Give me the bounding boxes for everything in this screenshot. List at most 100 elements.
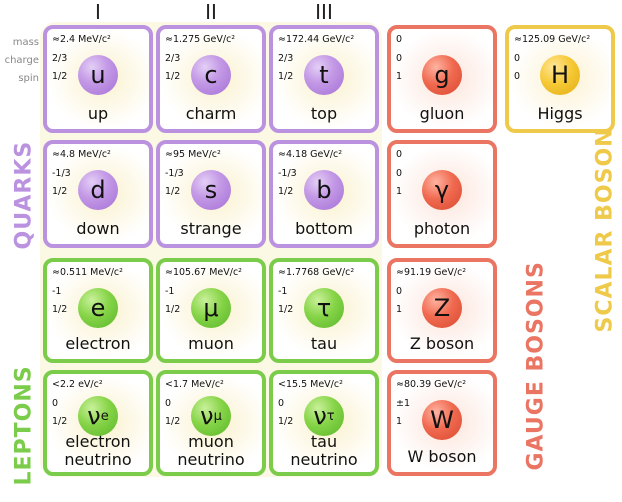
particle-symbol: μ	[191, 288, 231, 328]
charge-value: 0	[165, 398, 172, 409]
spin-value: 1/2	[52, 416, 68, 427]
quarks-label: QUARKS	[11, 140, 37, 250]
gauge-bosons-label: GAUGE BOSONS	[523, 261, 549, 471]
mass-value: <1.7 MeV/c²	[165, 379, 224, 390]
particle-name: down	[76, 219, 120, 238]
spin-value: 1/2	[52, 186, 68, 197]
particle-name: strange	[180, 219, 242, 238]
charge-value: -1/3	[278, 168, 297, 179]
particle-name: top	[310, 104, 338, 123]
charge-value: -1/3	[165, 168, 184, 179]
charge-value: 0	[396, 53, 403, 64]
particle-symbol: g	[422, 55, 462, 95]
charge-value: 0	[396, 286, 403, 297]
mass-row-label: mass	[12, 37, 39, 48]
spin-value: 1	[396, 304, 403, 315]
mass-value: ≈125.09 GeV/c²	[514, 34, 591, 45]
mass-value: ≈0.511 MeV/c²	[52, 267, 123, 278]
particle-card-electron[interactable]: ≈0.511 MeV/c² -1 1/2 e electron	[43, 258, 153, 363]
particle-name: electron	[65, 334, 131, 353]
charge-value: 0	[278, 398, 285, 409]
mass-value: <2.2 eV/c²	[52, 379, 103, 390]
mass-value: ≈80.39 GeV/c²	[396, 379, 467, 390]
charge-value: 2/3	[52, 53, 68, 64]
particle-name: W boson	[407, 447, 477, 466]
particle-symbol: c	[191, 55, 231, 95]
particle-name: tau	[310, 334, 338, 353]
particle-name: Higgs	[537, 104, 583, 123]
particle-card-charm[interactable]: ≈1.275 GeV/c² 2/3 1/2 c charm	[156, 25, 266, 133]
particle-symbol: e	[78, 288, 118, 328]
particle-card-tau[interactable]: ≈1.7768 GeV/c² -1 1/2 τ tau	[269, 258, 379, 363]
charge-value: 0	[52, 398, 59, 409]
particle-card-z-boson[interactable]: ≈91.19 GeV/c² 0 1 Z Z boson	[387, 258, 497, 363]
particle-name: gluon	[419, 104, 465, 123]
spin-value: 1	[396, 186, 403, 197]
particle-card-photon[interactable]: 0 0 1 γ photon	[387, 140, 497, 248]
spin-value: 1/2	[52, 71, 68, 82]
mass-value: ≈91.19 GeV/c²	[396, 267, 467, 278]
spin-value: 1/2	[278, 71, 294, 82]
spin-value: 1/2	[52, 304, 68, 315]
mass-value: 0	[396, 149, 403, 160]
generation-2-header: II	[205, 0, 217, 24]
particle-symbol: W	[422, 400, 462, 440]
spin-value: 1/2	[278, 304, 294, 315]
spin-value: 1	[396, 71, 403, 82]
particle-name: Z boson	[409, 334, 475, 353]
particle-card-higgs[interactable]: ≈125.09 GeV/c² 0 0 H Higgs	[505, 25, 615, 133]
mass-value: <15.5 MeV/c²	[278, 379, 343, 390]
particle-symbol: s	[191, 170, 231, 210]
particle-card-top[interactable]: ≈172.44 GeV/c² 2/3 1/2 t top	[269, 25, 379, 133]
mass-value: ≈1.7768 GeV/c²	[278, 267, 355, 278]
leptons-label: LEPTONS	[11, 365, 37, 486]
spin-value: 1	[396, 416, 403, 427]
particle-card-w-boson[interactable]: ≈80.39 GeV/c² ±1 1 W W boson	[387, 370, 497, 476]
particle-name: muon neutrino	[177, 432, 245, 469]
particle-symbol: t	[304, 55, 344, 95]
particle-card-up[interactable]: ≈2.4 MeV/c² 2/3 1/2 u up	[43, 25, 153, 133]
mass-value: ≈95 MeV/c²	[165, 149, 221, 160]
charge-value: -1	[52, 286, 62, 297]
spin-value: 1/2	[165, 416, 181, 427]
particle-card-strange[interactable]: ≈95 MeV/c² -1/3 1/2 s strange	[156, 140, 266, 248]
particle-card-muon[interactable]: ≈105.67 MeV/c² -1 1/2 μ muon	[156, 258, 266, 363]
particle-name: up	[87, 104, 109, 123]
mass-value: ≈2.4 MeV/c²	[52, 34, 111, 45]
particle-name: muon	[188, 334, 234, 353]
mass-value: ≈105.67 MeV/c²	[165, 267, 242, 278]
generation-3-header: III	[315, 0, 333, 24]
particle-name: photon	[413, 219, 471, 238]
particle-card-bottom[interactable]: ≈4.18 GeV/c² -1/3 1/2 b bottom	[269, 140, 379, 248]
spin-value: 1/2	[165, 71, 181, 82]
particle-name: tau neutrino	[290, 432, 358, 469]
spin-row-label: spin	[18, 73, 39, 84]
particle-card-down[interactable]: ≈4.8 MeV/c² -1/3 1/2 d down	[43, 140, 153, 248]
charge-value: ±1	[396, 398, 411, 409]
charge-value: -1	[278, 286, 288, 297]
particle-card-gluon[interactable]: 0 0 1 g gluon	[387, 25, 497, 133]
mass-value: ≈4.8 MeV/c²	[52, 149, 111, 160]
mass-value: ≈4.18 GeV/c²	[278, 149, 343, 160]
spin-value: 1/2	[278, 186, 294, 197]
charge-row-label: charge	[4, 55, 39, 66]
particle-symbol: b	[304, 170, 344, 210]
particle-symbol: d	[78, 170, 118, 210]
charge-value: -1/3	[52, 168, 71, 179]
particle-symbol: γ	[422, 170, 462, 210]
spin-value: 1/2	[165, 304, 181, 315]
particle-symbol: u	[78, 55, 118, 95]
charge-value: 0	[396, 168, 403, 179]
spin-value: 1/2	[165, 186, 181, 197]
charge-value: 2/3	[278, 53, 294, 64]
mass-value: ≈172.44 GeV/c²	[278, 34, 355, 45]
spin-value: 1/2	[278, 416, 294, 427]
charge-value: -1	[165, 286, 175, 297]
particle-symbol: τ	[304, 288, 344, 328]
